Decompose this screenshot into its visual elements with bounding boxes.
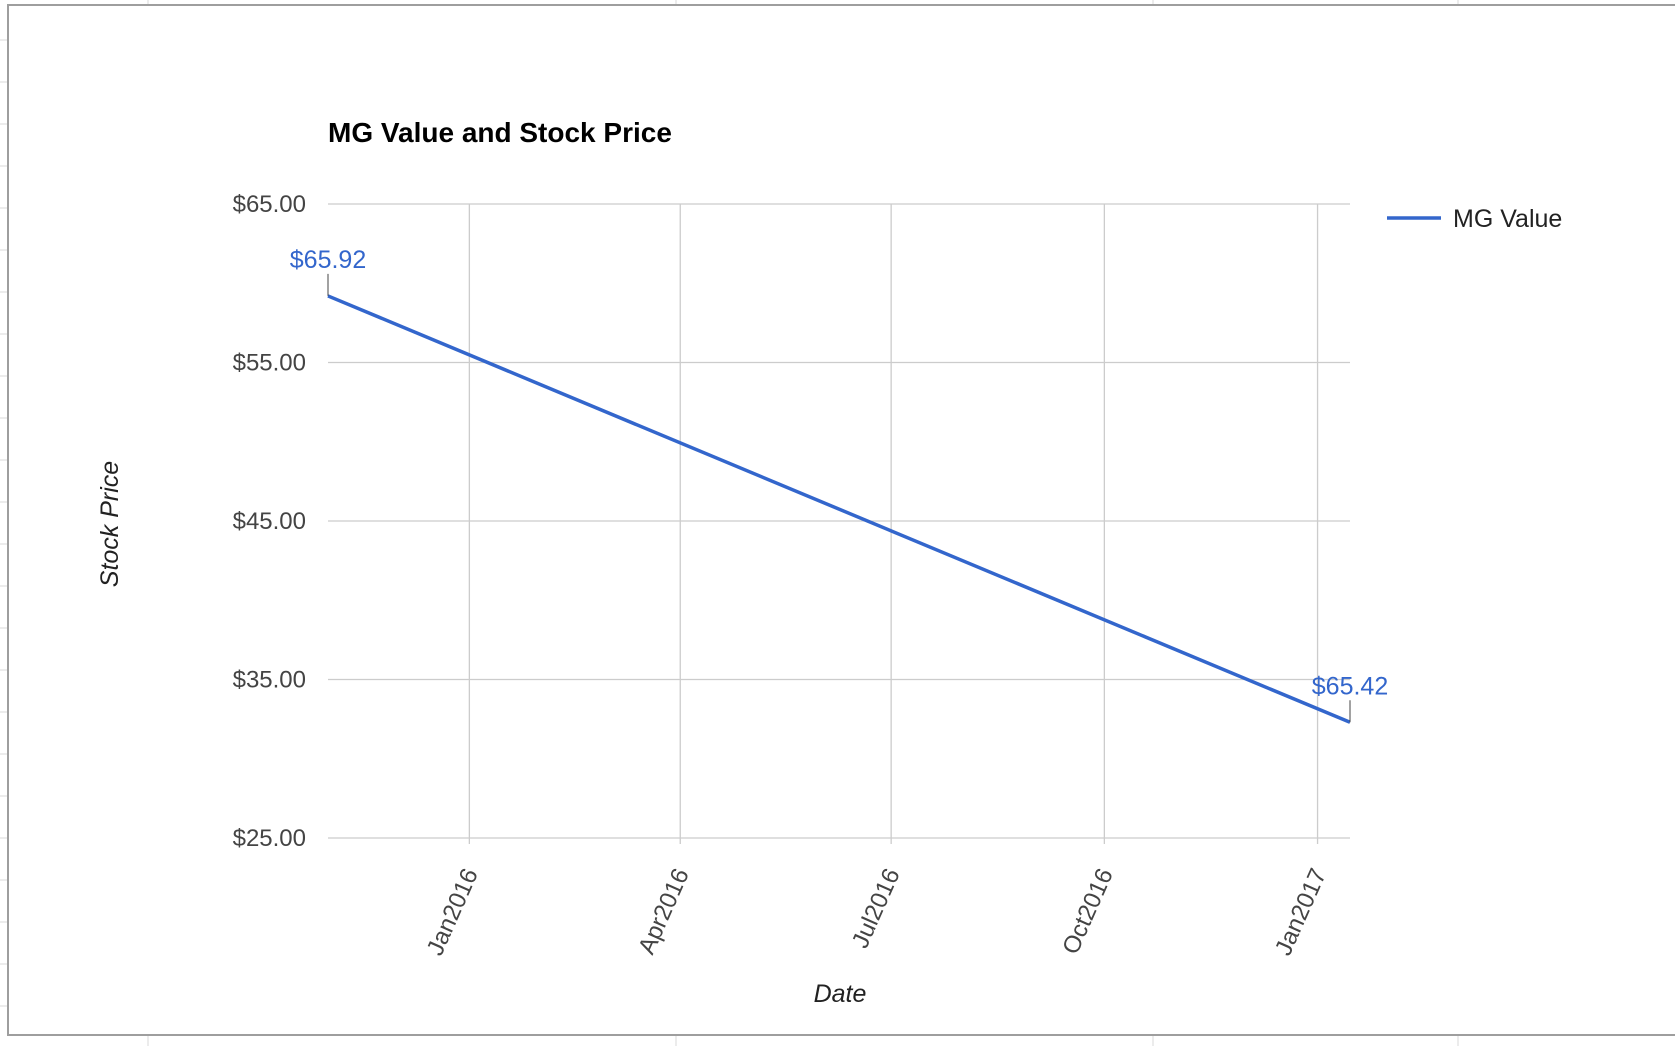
line-chart: MG Value and Stock Price $25.00 $35.00 $45… <box>96 117 1562 1008</box>
chart-title: MG Value and Stock Price <box>328 117 672 148</box>
x-tick-label: Jul2016 <box>847 864 906 952</box>
x-tick-label: Apr2016 <box>633 864 695 958</box>
series-line-mg-value[interactable] <box>327 294 1351 724</box>
y-tick-label: $45.00 <box>233 508 306 535</box>
data-label: $65.92 <box>290 246 366 274</box>
y-axis-title: Stock Price <box>96 461 124 587</box>
legend-label[interactable]: MG Value <box>1453 205 1562 233</box>
x-tick-label: Jan2017 <box>1270 864 1332 959</box>
x-tick-label: Jan2016 <box>422 864 484 959</box>
x-axis-title: Date <box>814 980 867 1008</box>
x-axis-tick-labels: Jan2016 Apr2016 Jul2016 Oct2016 Jan2017 <box>422 864 1332 959</box>
x-gridlines <box>468 204 1319 844</box>
chart-container[interactable]: MG Value and Stock Price $25.00 $35.00 $45… <box>7 4 1675 1036</box>
y-tick-label: $25.00 <box>233 825 306 852</box>
legend: MG Value <box>1387 205 1562 233</box>
y-axis-tick-labels: $25.00 $35.00 $45.00 $55.00 $65.00 <box>233 191 306 852</box>
y-tick-label: $65.00 <box>233 191 306 218</box>
y-gridlines <box>328 203 1350 839</box>
y-tick-label: $55.00 <box>233 350 306 377</box>
x-tick-label: Oct2016 <box>1057 864 1119 958</box>
y-tick-label: $35.00 <box>233 667 306 694</box>
data-label: $65.42 <box>1312 672 1388 700</box>
series-layer: $65.92 $65.42 <box>290 246 1388 724</box>
